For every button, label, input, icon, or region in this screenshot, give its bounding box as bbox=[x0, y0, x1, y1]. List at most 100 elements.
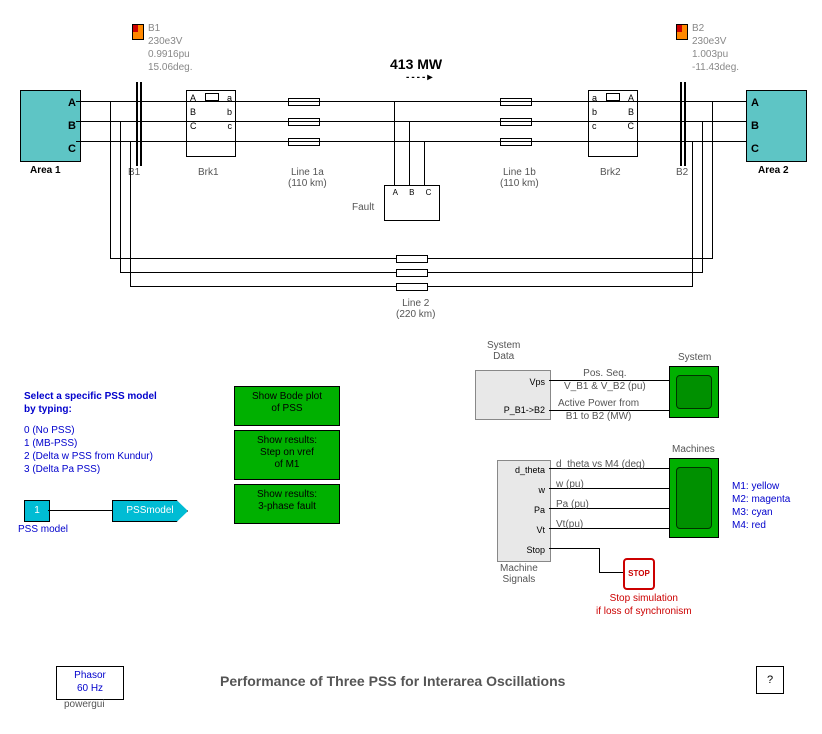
fault-A: A bbox=[393, 188, 398, 197]
sysdata-out1: Vps bbox=[529, 377, 548, 387]
fault-tap-b bbox=[409, 121, 410, 185]
ms-in-1: w bbox=[539, 485, 549, 495]
area1-label: Area 1 bbox=[30, 165, 61, 176]
help-button[interactable]: ? bbox=[756, 666, 784, 694]
powergui-block[interactable]: Phasor 60 Hz bbox=[56, 666, 124, 700]
area2-block: A B C bbox=[746, 90, 807, 162]
area1-port-a: A bbox=[68, 97, 76, 109]
wire-phB-top bbox=[76, 121, 746, 122]
area2-port-b: B bbox=[751, 120, 759, 132]
machine-signals-title: Machine Signals bbox=[500, 563, 538, 585]
ms-in-4: Stop bbox=[526, 545, 548, 555]
line2-seg2 bbox=[396, 269, 428, 277]
pss-constant-label: PSS model bbox=[18, 524, 68, 535]
fault-block: A B C bbox=[384, 185, 440, 221]
bus-b2-bar2 bbox=[684, 82, 686, 166]
line1b-ph2 bbox=[500, 118, 532, 126]
fault-C: C bbox=[426, 188, 432, 197]
b1-info-0: B1 bbox=[148, 22, 193, 35]
line2-drop-l2 bbox=[120, 121, 121, 273]
line2-drop-r1 bbox=[712, 101, 713, 259]
ms-in-2: Pa bbox=[534, 505, 548, 515]
pss-opt-2: 2 (Delta w PSS from Kundur) bbox=[24, 450, 153, 463]
line2-seg3 bbox=[396, 283, 428, 291]
ms-sig-2: Pa (pu) bbox=[556, 498, 589, 511]
pss-wire bbox=[48, 510, 112, 511]
area1-block: A B C bbox=[20, 90, 81, 162]
b2-info-3: -11.43deg. bbox=[692, 61, 739, 74]
ms-wire5v bbox=[599, 548, 600, 572]
ms-sig-0: d_theta vs M4 (deg) bbox=[556, 458, 645, 471]
machines-scope-label: Machines bbox=[672, 444, 715, 455]
brk1-label: Brk1 bbox=[198, 167, 219, 178]
stop-block[interactable]: STOP bbox=[623, 558, 655, 590]
pss-heading1: Select a specific PSS model bbox=[24, 390, 157, 403]
line2-label: Line 2 (220 km) bbox=[396, 298, 435, 320]
area1-port-b: B bbox=[68, 120, 76, 132]
bus-b1-info: B1 230e3V 0.9916pu 15.06deg. bbox=[148, 22, 193, 74]
ms-sig-1: w (pu) bbox=[556, 478, 584, 491]
wire-phA-top bbox=[76, 101, 746, 102]
pss-opt-3: 3 (Delta Pa PSS) bbox=[24, 463, 100, 476]
pss-opt-0: 0 (No PSS) bbox=[24, 424, 75, 437]
line1a-name: Line 1a bbox=[288, 167, 327, 178]
system-scope-label: System bbox=[678, 352, 711, 363]
b2-info-1: 230e3V bbox=[692, 35, 739, 48]
line2-name: Line 2 bbox=[396, 298, 435, 309]
line1a-ph1 bbox=[288, 98, 320, 106]
brk2-C: C bbox=[628, 121, 635, 131]
fault-B: B bbox=[409, 188, 414, 197]
brk2-B: B bbox=[628, 107, 634, 117]
sysdata-block[interactable]: Vps P_B1->B2 bbox=[475, 370, 551, 420]
line1a-len: (110 km) bbox=[288, 178, 327, 189]
brk1-c: c bbox=[228, 121, 233, 131]
powergui-label: powergui bbox=[64, 699, 105, 710]
ms-wire5 bbox=[549, 548, 599, 549]
brk1-B: B bbox=[190, 107, 196, 117]
pss-opt-1: 1 (MB-PSS) bbox=[24, 437, 77, 450]
legend: M1: yellow M2: magenta M3: cyan M4: red bbox=[732, 480, 790, 532]
system-scope[interactable] bbox=[669, 366, 719, 418]
bus-b2-info: B2 230e3V 1.003pu -11.43deg. bbox=[692, 22, 739, 74]
line2-drop-l3 bbox=[130, 141, 131, 287]
model-title: Performance of Three PSS for Interarea O… bbox=[220, 673, 565, 689]
b1-info-3: 15.06deg. bbox=[148, 61, 193, 74]
legend-2: M3: cyan bbox=[732, 506, 790, 519]
b1-info-1: 230e3V bbox=[148, 35, 193, 48]
area1-port-c: C bbox=[68, 143, 76, 155]
legend-3: M4: red bbox=[732, 519, 790, 532]
b2-info-0: B2 bbox=[692, 22, 739, 35]
line2-seg1 bbox=[396, 255, 428, 263]
brk2-label: Brk2 bbox=[600, 167, 621, 178]
line1b-label: Line 1b (110 km) bbox=[500, 167, 539, 189]
area2-label: Area 2 bbox=[758, 165, 789, 176]
legend-1: M2: magenta bbox=[732, 493, 790, 506]
sys-sig2: Active Power from B1 to B2 (MW) bbox=[558, 397, 639, 423]
line1a-label: Line 1a (110 km) bbox=[288, 167, 327, 189]
show-bode-button[interactable]: Show Bode plot of PSS bbox=[234, 386, 340, 426]
sys-sig1: Pos. Seq. V_B1 & V_B2 (pu) bbox=[564, 367, 646, 393]
brk1-b: b bbox=[227, 107, 232, 117]
line2-drop-r3 bbox=[692, 141, 693, 287]
wire-phC-top bbox=[76, 141, 746, 142]
sysdata-out2: P_B1->B2 bbox=[504, 405, 548, 415]
line2-len: (220 km) bbox=[396, 309, 435, 320]
ms-in-3: Vt bbox=[536, 525, 548, 535]
b2-info-2: 1.003pu bbox=[692, 48, 739, 61]
line1b-name: Line 1b bbox=[500, 167, 539, 178]
show-vref-button[interactable]: Show results: Step on vref of M1 bbox=[234, 430, 340, 480]
show-fault-button[interactable]: Show results: 3-phase fault bbox=[234, 484, 340, 524]
line1b-ph1 bbox=[500, 98, 532, 106]
machine-signals-block[interactable]: d_theta w Pa Vt Stop bbox=[497, 460, 551, 562]
pss-constant-block[interactable]: 1 bbox=[24, 500, 50, 522]
bus-b1-bar bbox=[136, 82, 138, 166]
machines-scope[interactable] bbox=[669, 458, 719, 538]
ms-in-0: d_theta bbox=[515, 465, 548, 475]
pss-goto-block[interactable]: PSSmodel bbox=[112, 500, 188, 522]
fault-tap-c bbox=[424, 141, 425, 185]
bus-b2-label: B2 bbox=[676, 167, 688, 178]
b1-info-2: 0.9916pu bbox=[148, 48, 193, 61]
pss-heading2: by typing: bbox=[24, 403, 72, 416]
ms-wire5h bbox=[599, 572, 623, 573]
bus-b1-bar2 bbox=[140, 82, 142, 166]
